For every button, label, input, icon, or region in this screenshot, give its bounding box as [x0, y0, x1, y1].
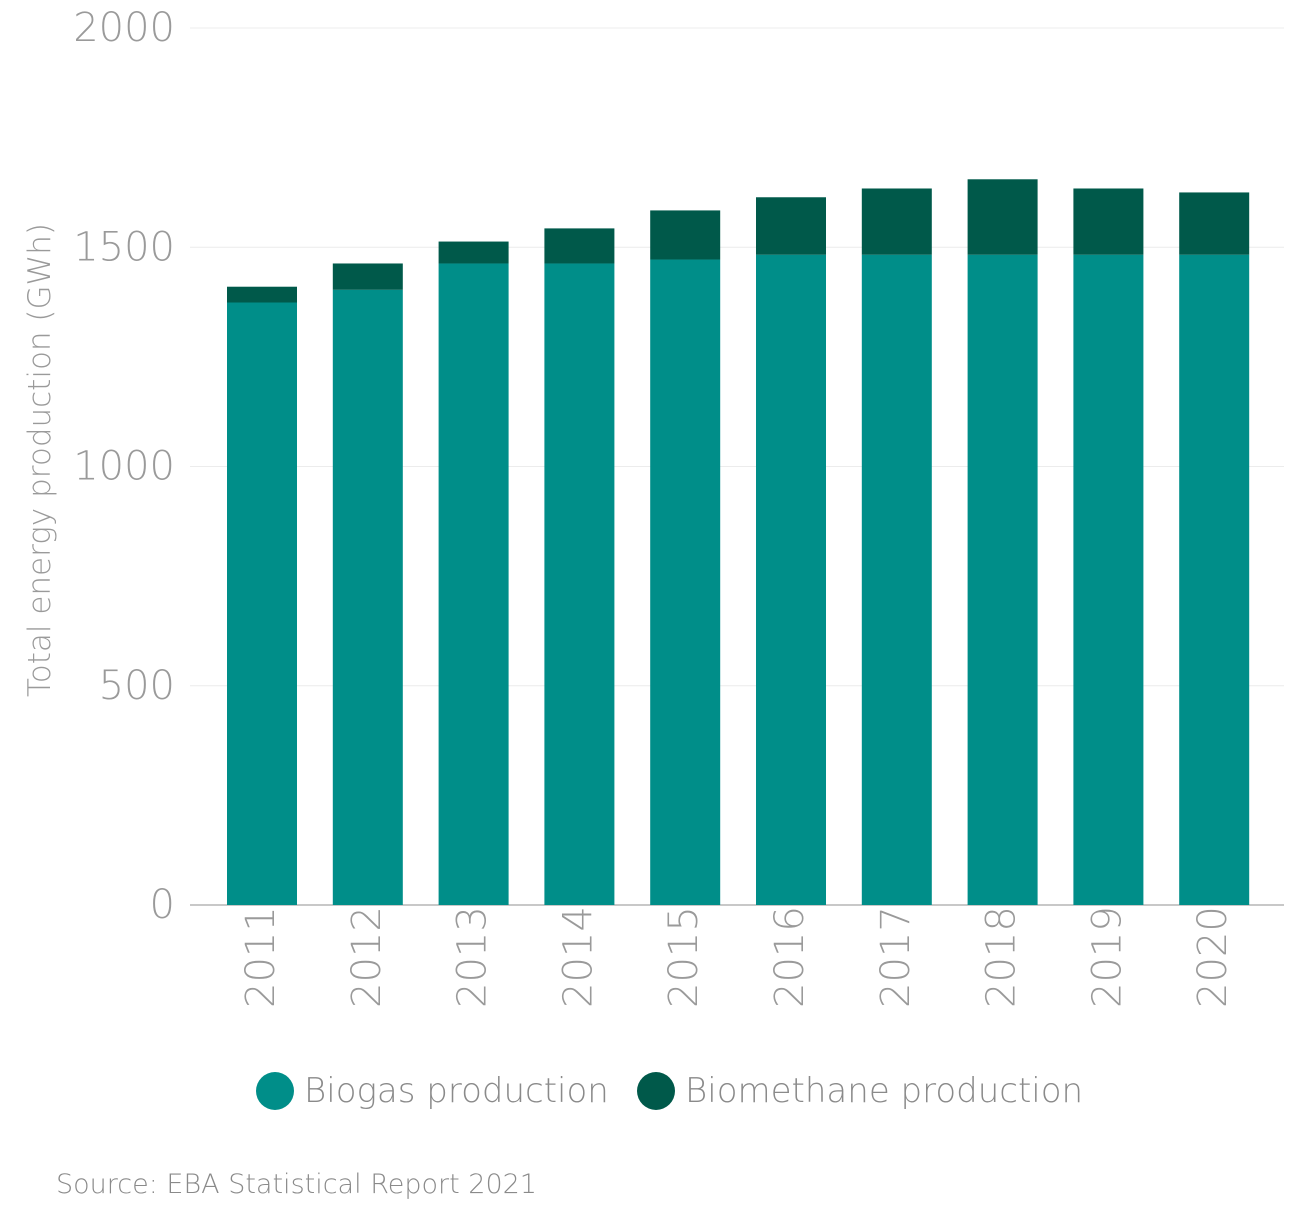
x-tick-label: 2016	[767, 906, 813, 1008]
bar-biogas-2018	[967, 254, 1038, 906]
bar-biomethane-2020	[1179, 192, 1250, 255]
x-tick-label: 2013	[450, 906, 496, 1008]
legend-swatch	[637, 1072, 675, 1110]
x-tick-label: 2019	[1084, 906, 1130, 1008]
bar-biogas-2020	[1179, 254, 1250, 906]
legend-label: Biogas production	[304, 1071, 609, 1111]
bar-biomethane-2017	[861, 188, 932, 255]
y-tick-label: 0	[150, 882, 175, 928]
legend-swatch	[256, 1072, 294, 1110]
bar-biomethane-2012	[332, 263, 403, 290]
bar-biogas-2019	[1073, 254, 1144, 906]
bar-biogas-2017	[861, 254, 932, 906]
bar-biomethane-2013	[438, 241, 509, 264]
bar-biomethane-2018	[967, 179, 1038, 255]
x-tick-label: 2017	[873, 906, 919, 1008]
bar-biogas-2014	[544, 263, 615, 905]
legend-label: Biomethane production	[685, 1071, 1083, 1111]
y-tick-label: 1500	[73, 224, 175, 270]
bar-biomethane-2011	[227, 286, 297, 303]
x-tick-label: 2012	[344, 906, 390, 1008]
bar-biogas-2016	[756, 254, 826, 906]
bar-biomethane-2019	[1073, 188, 1144, 255]
y-axis-label: Total energy production (GWh)	[22, 223, 58, 697]
bar-biogas-2012	[332, 289, 403, 905]
bar-biomethane-2016	[756, 197, 826, 255]
bar-biomethane-2015	[650, 210, 721, 260]
source-note: Source: EBA Statistical Report 2021	[56, 1169, 537, 1200]
x-tick-label: 2014	[555, 906, 601, 1008]
bar-biogas-2013	[438, 263, 509, 905]
bar-biogas-2015	[650, 259, 721, 905]
bar-biomethane-2014	[544, 228, 615, 264]
x-tick-label: 2015	[661, 906, 707, 1008]
y-tick-label: 2000	[73, 5, 175, 51]
bar-biogas-2011	[227, 302, 297, 906]
x-tick-label: 2011	[238, 906, 284, 1008]
x-tick-label: 2018	[979, 906, 1025, 1008]
y-tick-label: 1000	[73, 444, 175, 490]
y-tick-label: 500	[99, 663, 175, 709]
x-tick-label: 2020	[1190, 906, 1236, 1008]
